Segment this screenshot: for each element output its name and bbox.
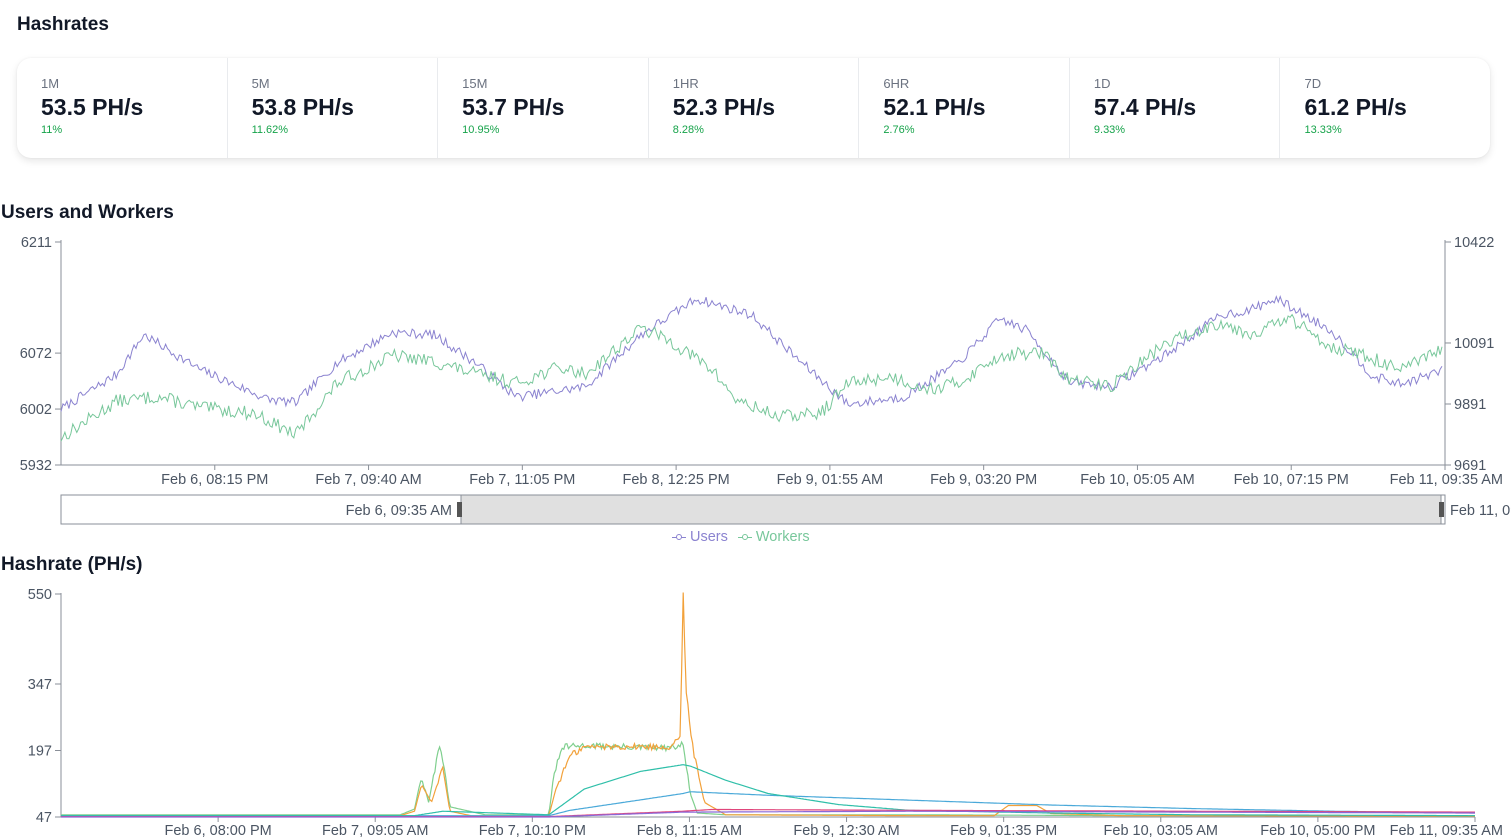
x-ticks: Feb 6, 08:15 PM Feb 7, 09:40 AM Feb 7, 11:… [161,465,1503,488]
y-tick-label: 347 [28,677,52,693]
users-workers-title: Users and Workers [1,202,174,223]
x-tick-label: Feb 7, 10:10 PM [479,823,586,839]
navigator-end-label: Feb 11, 09:35 AM [1450,503,1511,519]
hashrate-card-6hr: 6HR 52.1 PH/s 2.76% [858,58,1069,158]
hashrate-chart: 47 197 347 550 Feb 6, 08:00 PM Feb 7, 09:05 … [28,587,1503,839]
y-tick-label: 197 [28,743,52,759]
y-ticks-left: 5932 6002 6072 6211 [20,235,61,474]
card-label: 6HR [883,76,910,91]
card-change: 11.62% [251,124,289,136]
navigator-handle-left[interactable] [457,502,462,517]
x-tick-label: Feb 11, 09:35 AM [1390,823,1503,839]
hashrate-series-line [61,810,1475,818]
y-tick-label: 9691 [1454,458,1486,474]
card-value: 57.4 PH/s [1093,94,1197,120]
hashrate-card-7d: 7D 61.2 PH/s 13.33% [1279,58,1490,158]
users-workers-legend: Users Workers [672,529,810,545]
x-tick-label: Feb 8, 11:15 AM [637,823,742,839]
card-value: 61.2 PH/s [1304,94,1407,120]
card-change: 8.28% [672,124,704,136]
card-label: 1M [41,76,60,91]
navigator-start-label: Feb 6, 09:35 AM [346,503,452,519]
hashrate-card-1hr: 1HR 52.3 PH/s 8.28% [647,58,859,158]
x-tick-label: Feb 10, 05:00 PM [1260,823,1375,839]
x-ticks: Feb 6, 08:00 PM Feb 7, 09:05 AM Feb 7, 10:… [165,817,1503,839]
hashrate-series-line [61,592,1475,817]
card-change: 2.76% [883,124,915,136]
x-tick-label: Feb 6, 08:15 PM [161,472,268,488]
card-label: 7D [1304,76,1322,91]
hashrate-series-line [61,764,1475,817]
x-tick-label: Feb 7, 09:05 AM [322,823,428,839]
x-tick-label: Feb 10, 03:05 AM [1104,823,1218,839]
card-value: 52.1 PH/s [883,94,986,120]
users-workers-chart: 5932 6002 6072 6211 9691 9891 10091 10422 Feb … [20,235,1511,525]
legend-label: Users [690,529,728,545]
hashrate-card-1m: 1M 53.5 PH/s 11% [17,58,227,158]
card-label: 5M [251,76,270,91]
hashrate-series-line [61,740,1475,817]
y-ticks-right: 9691 9891 10091 10422 [1445,235,1494,474]
x-tick-label: Feb 7, 11:05 PM [469,472,575,488]
card-value: 53.8 PH/s [251,94,354,120]
card-change: 11% [41,124,63,136]
hashrate-chart-title: Hashrate (PH/s) [1,554,143,575]
y-tick-label: 10422 [1454,235,1494,251]
y-tick-label: 5932 [20,458,52,474]
y-tick-label: 9891 [1454,397,1486,413]
hashrates-title: Hashrates [17,14,109,35]
series-line-workers [60,313,1443,442]
legend-item-users[interactable]: Users [672,529,728,545]
hashrate-card-1d: 1D 57.4 PH/s 9.33% [1068,58,1280,158]
navigator-selection[interactable] [460,494,1442,525]
y-tick-label: 550 [28,587,52,603]
x-tick-label: Feb 9, 12:30 AM [793,823,899,839]
y-tick-label: 6072 [20,346,52,362]
navigator-handle-right[interactable] [1439,502,1444,517]
card-value: 52.3 PH/s [672,94,776,120]
card-value: 53.5 PH/s [41,94,144,120]
y-tick-label: 6002 [20,402,52,418]
range-navigator[interactable]: Feb 6, 09:35 AM Feb 11, 09:35 AM [60,494,1511,525]
card-label: 1D [1093,76,1111,91]
legend-item-workers[interactable]: Workers [737,529,810,545]
x-tick-label: Feb 8, 12:25 PM [623,472,730,488]
line-marker-icon [672,533,686,541]
legend-label: Workers [755,529,810,545]
series-group [61,592,1475,818]
card-change: 10.95% [462,124,500,136]
hashrate-card-5m: 5M 53.8 PH/s 11.62% [226,58,438,158]
y-tick-label: 6211 [21,235,52,251]
card-value: 53.7 PH/s [462,94,565,120]
x-tick-label: Feb 9, 03:20 PM [930,472,1037,488]
card-label: 1HR [672,76,699,91]
hashrate-cards: 1M 53.5 PH/s 11% 5M 53.8 PH/s 11.62% 15M… [17,58,1490,158]
x-tick-label: Feb 7, 09:40 AM [315,472,421,488]
x-tick-label: Feb 11, 09:35 AM [1390,472,1503,488]
card-change: 13.33% [1304,124,1342,136]
line-marker-icon [737,533,752,541]
y-tick-label: 47 [36,810,52,826]
series-line-users [60,294,1443,412]
x-tick-label: Feb 10, 07:15 PM [1234,472,1349,488]
x-tick-label: Feb 10, 05:05 AM [1080,472,1194,488]
y-ticks: 47 197 347 550 [28,587,61,826]
y-tick-label: 10091 [1454,336,1494,352]
series-group [60,294,1443,442]
x-tick-label: Feb 6, 08:00 PM [165,823,272,839]
x-tick-label: Feb 9, 01:35 PM [950,823,1057,839]
card-change: 9.33% [1093,124,1126,136]
x-tick-label: Feb 9, 01:55 AM [777,472,883,488]
card-label: 15M [462,76,488,91]
hashrate-card-15m: 15M 53.7 PH/s 10.95% [437,58,648,158]
